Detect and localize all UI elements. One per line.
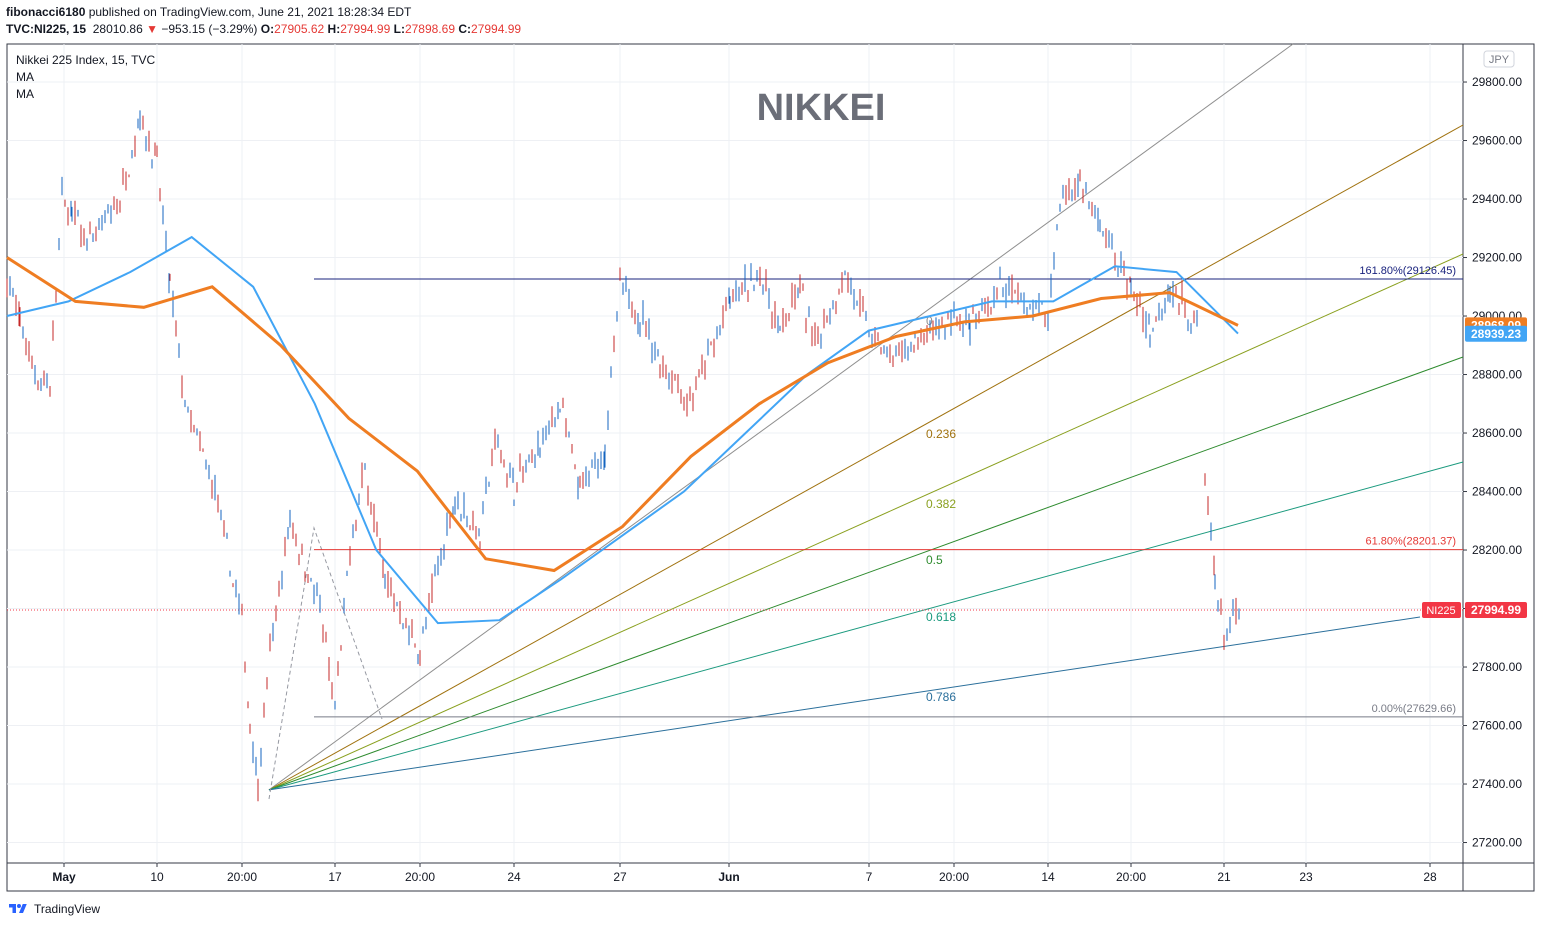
last-price: 28010.86 [92,22,143,36]
down-arrow-icon: ▼ [146,22,159,36]
y-tick-label: 28800.00 [1472,368,1522,382]
fan-label: 0.618 [926,610,956,624]
y-tick-label: 29600.00 [1472,134,1522,148]
fan-label: 0.786 [926,690,956,704]
x-tick-label: 27 [613,870,627,884]
fib-levels: 161.80%(29126.45) 61.80%(28201.37) 0.00%(2… [7,265,1463,718]
footer[interactable]: TradingView [6,902,100,916]
currency-label: JPY [1489,54,1510,66]
legend-ma-slow: MA [16,87,34,101]
x-tick-label: 28 [1423,870,1437,884]
x-tick-label: May [52,870,76,884]
fan-line [268,43,1294,791]
publisher-line: fibonacci6180 published on TradingView.c… [6,5,412,19]
symbol-tag-label: NI225 [1426,605,1455,617]
y-tick-label: 28400.00 [1472,485,1522,499]
symbol-ohlc-line: TVC:NI225, 15 28010.86 ▼ −953.15 (−3.29%… [6,22,522,36]
fan-line [268,253,1464,791]
price-label-value: 28939.23 [1471,327,1521,341]
price-change: −953.15 (−3.29%) [161,22,258,36]
price-label-box [1465,325,1527,342]
grid [6,43,1535,892]
y-tick-label: 29800.00 [1472,75,1522,89]
y-tick-label: 28600.00 [1472,426,1522,440]
fib-level-label: 61.80%(28201.37) [1365,536,1456,548]
symbol-label: TVC:NI225, 15 [6,22,87,36]
x-tick-label: 20:00 [1116,870,1146,884]
y-tick-label: 29200.00 [1472,251,1522,265]
moving-averages [6,235,1239,625]
y-tick-label: 29400.00 [1472,192,1522,206]
fib-level-label: 0.00%(27629.66) [1372,703,1456,715]
x-tick-label: 20:00 [405,870,435,884]
x-tick-label: 17 [328,870,342,884]
legend-title: Nikkei 225 Index, 15, TVC [16,53,156,67]
x-tick-label: Jun [718,870,739,884]
x-tick-label: 20:00 [227,870,257,884]
candles [6,110,1240,802]
x-tick-label: 23 [1299,870,1313,884]
close-value: 27994.99 [471,22,522,36]
brand-name: TradingView [34,902,101,916]
x-tick-label: 24 [507,870,521,884]
fan-label: 0.382 [926,497,956,511]
x-tick-label: 21 [1217,870,1231,884]
tradingview-logo-icon [9,904,27,913]
legend-ma-fast: MA [16,70,34,84]
currency-badge [1483,50,1515,68]
fan-line [268,356,1464,791]
symbol-tag-box [1422,601,1461,618]
price-label-value: 27994.99 [1471,603,1521,617]
x-tick-label: 10 [150,870,164,884]
fib-level-label: 161.80%(29126.45) [1359,265,1456,277]
x-tick-label: 7 [866,870,873,884]
fan-line [268,616,1421,791]
price-label-box [1465,601,1527,618]
low-value: 27898.69 [404,22,455,36]
pivot-dashed-line [268,526,383,800]
fan-label: 0.5 [926,553,943,567]
fan-line [268,124,1464,791]
x-tick-label: 20:00 [939,870,969,884]
ma-slow-line [6,256,1239,573]
y-tick-label: 27800.00 [1472,660,1522,674]
y-tick-label: 27200.00 [1472,836,1522,850]
ma-fast-line [6,235,1239,625]
x-tick-label: 14 [1041,870,1055,884]
open-value: 27905.62 [274,22,325,36]
chart-frame [6,43,1535,892]
fan-label: 0.236 [926,427,956,441]
fan-line [268,461,1464,791]
y-tick-label: 27400.00 [1472,777,1522,791]
axes: 27200.0027400.0027600.0027800.0028000.00… [52,50,1527,884]
y-tick-label: 28200.00 [1472,543,1522,557]
high-value: 27994.99 [340,22,391,36]
watermark-text: NIKKEI [757,87,886,129]
overlay: Nikkei 225 Index, 15, TVC MA MA NIKKEI [16,53,885,129]
y-tick-label: 27600.00 [1472,719,1522,733]
